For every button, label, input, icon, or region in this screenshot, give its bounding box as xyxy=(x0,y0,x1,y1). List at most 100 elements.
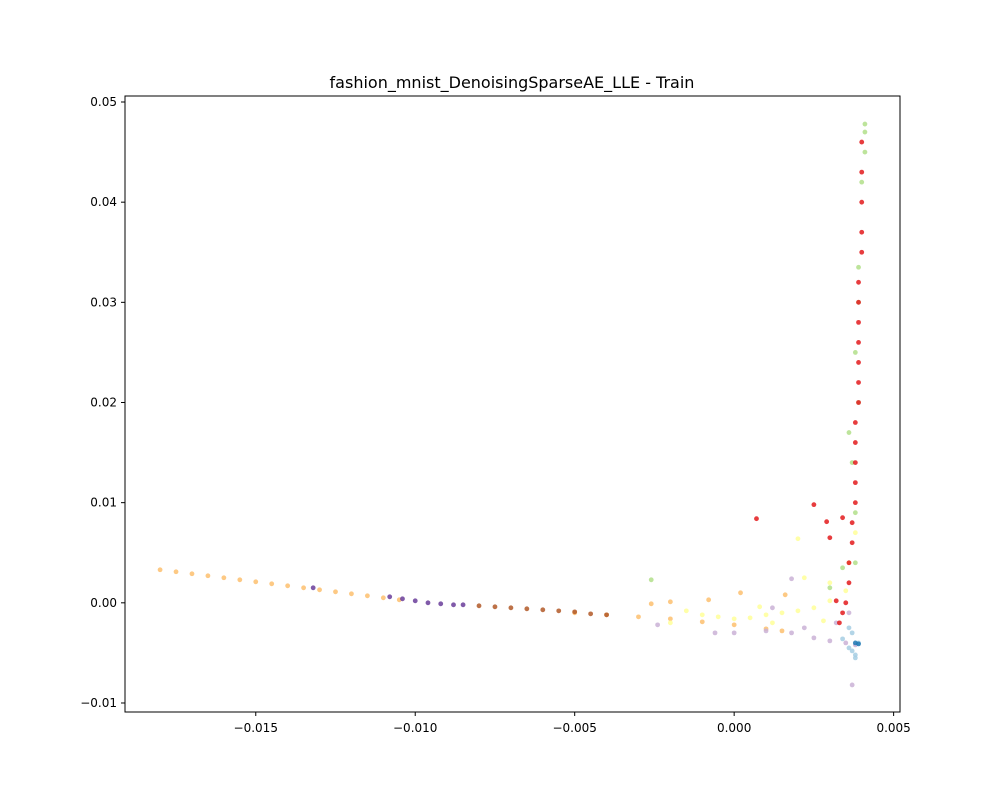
data-point xyxy=(827,535,833,541)
data-point xyxy=(731,616,737,622)
data-point xyxy=(269,581,275,587)
data-point xyxy=(827,638,833,644)
data-point xyxy=(317,587,322,593)
data-point xyxy=(770,620,775,626)
data-point xyxy=(157,567,163,573)
data-point xyxy=(173,569,179,575)
data-point xyxy=(856,380,861,385)
data-point xyxy=(699,612,705,618)
data-point xyxy=(508,605,514,611)
data-point xyxy=(648,601,654,607)
data-point xyxy=(221,575,227,581)
data-point xyxy=(667,599,673,605)
data-point xyxy=(856,299,861,305)
data-point xyxy=(840,515,845,521)
data-point xyxy=(846,430,852,435)
data-point xyxy=(846,610,852,616)
data-point xyxy=(253,579,259,585)
data-point xyxy=(859,169,865,175)
data-point xyxy=(380,595,386,601)
data-point xyxy=(837,620,842,626)
data-point xyxy=(789,630,794,636)
y-tick-label: 0.01 xyxy=(90,496,117,510)
y-tick-label: 0.05 xyxy=(90,95,117,109)
data-point xyxy=(349,591,354,597)
data-point xyxy=(731,630,737,636)
data-point xyxy=(840,565,845,571)
data-point xyxy=(779,628,785,634)
x-tick-label: −0.005 xyxy=(552,721,596,735)
data-point xyxy=(636,614,641,620)
data-point xyxy=(862,149,868,155)
data-point xyxy=(852,420,858,425)
data-point xyxy=(849,540,855,546)
data-points xyxy=(157,121,868,688)
data-point xyxy=(852,530,858,536)
y-tick-label: 0.02 xyxy=(90,395,117,409)
data-point xyxy=(655,622,661,628)
y-axis: −0.01 0.00 0.01 0.02 0.03 0.04 0.05 xyxy=(80,95,125,710)
data-point xyxy=(738,590,743,596)
data-point xyxy=(715,614,721,620)
data-point xyxy=(451,602,456,608)
data-point xyxy=(852,500,858,506)
data-point xyxy=(364,593,370,599)
y-tick-label: 0.04 xyxy=(90,195,117,209)
data-point xyxy=(189,571,195,577)
data-point xyxy=(524,606,530,612)
data-point xyxy=(588,611,594,617)
data-point xyxy=(310,585,316,591)
y-tick-label: 0.00 xyxy=(90,596,117,610)
data-point xyxy=(757,604,763,610)
data-point xyxy=(648,577,654,583)
data-point xyxy=(779,610,785,616)
data-point xyxy=(412,598,418,604)
data-point xyxy=(859,199,865,205)
data-point xyxy=(846,645,852,651)
data-point xyxy=(301,585,306,591)
data-point xyxy=(572,609,578,615)
data-point xyxy=(811,605,817,611)
data-point xyxy=(824,519,830,525)
data-point xyxy=(856,279,861,285)
data-point xyxy=(712,630,718,636)
data-point xyxy=(827,585,833,591)
data-point xyxy=(754,516,759,522)
data-point xyxy=(460,602,466,608)
data-point xyxy=(849,648,855,654)
data-point xyxy=(827,580,833,586)
data-point xyxy=(492,604,498,610)
data-point xyxy=(763,628,769,634)
data-point xyxy=(856,264,861,270)
data-point xyxy=(840,636,845,642)
data-point xyxy=(859,139,865,145)
data-point xyxy=(862,121,868,127)
data-point xyxy=(683,608,689,614)
x-axis: −0.015 −0.010 −0.005 0.000 0.005 xyxy=(234,712,911,735)
data-point xyxy=(852,480,858,486)
data-point xyxy=(821,618,826,624)
data-point xyxy=(789,576,794,582)
x-tick-label: 0.000 xyxy=(717,721,751,735)
data-point xyxy=(852,460,858,465)
x-tick-label: 0.005 xyxy=(876,721,910,735)
data-point xyxy=(801,625,807,631)
data-point xyxy=(846,625,852,631)
data-point xyxy=(856,340,861,345)
data-point xyxy=(795,536,801,542)
data-point xyxy=(849,520,855,526)
data-point xyxy=(706,597,712,603)
data-point xyxy=(667,620,673,626)
data-point xyxy=(438,601,444,607)
data-point xyxy=(782,592,788,598)
data-point xyxy=(856,641,861,647)
data-point xyxy=(556,608,562,614)
data-point xyxy=(476,603,482,609)
data-point xyxy=(849,630,855,636)
data-point xyxy=(604,612,609,618)
data-point xyxy=(333,589,338,595)
data-point xyxy=(856,360,861,365)
data-point xyxy=(856,400,861,405)
data-point xyxy=(843,640,849,646)
data-point xyxy=(843,588,849,594)
